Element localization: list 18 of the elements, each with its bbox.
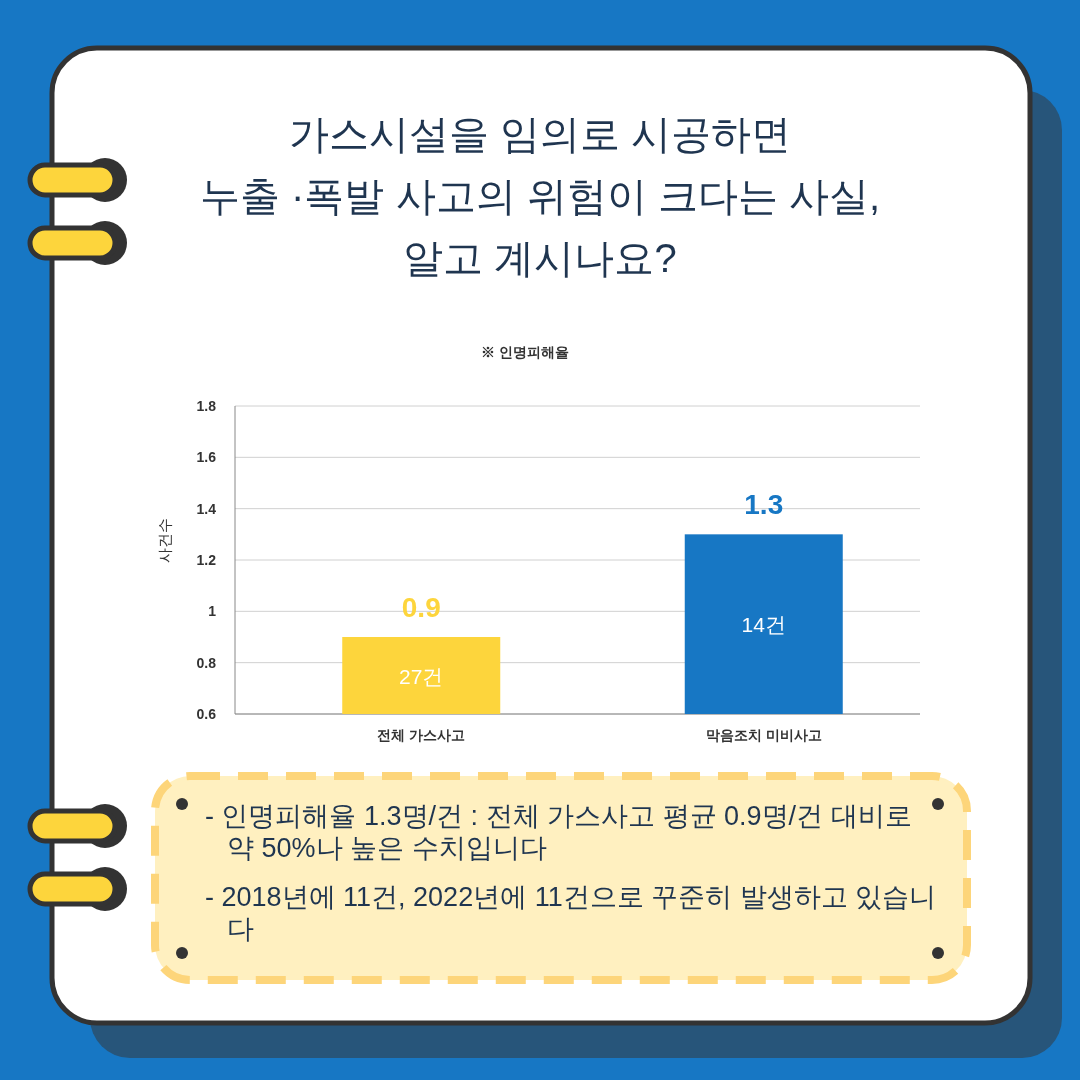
text: - 2018년에 11건, 2022년에 11건으로 꾸준히 발생하고 있습니다 [205, 880, 938, 946]
annotation: 14건 [741, 613, 786, 637]
y-tick-label: 1 [208, 603, 217, 620]
data-label: 1.3 [744, 489, 784, 521]
data-label: 0.9 [401, 592, 441, 623]
y-tick-label: 1.8 [196, 398, 217, 414]
y-tick-label: 1.6 [196, 449, 217, 466]
x-tick-label: 막음조치 미비사고 [705, 727, 822, 743]
y-tick-label: 1.4 [196, 500, 217, 517]
x-tick-label: 전체 가스사고 [377, 727, 466, 743]
y-tick-label: 0.8 [196, 654, 217, 671]
y-axis-title: 사건수 [156, 517, 173, 563]
chart-subtitle: ※ 인명피해율 [481, 344, 569, 360]
text: - 인명피해율 1.3명/건 : 전체 가스사고 평균 0.9명/건 대비로 약 50%나 높은 수치입니다 [205, 800, 913, 865]
annotation: 27건 [399, 664, 444, 688]
chart-title: 가스시설을 임의로 시공하면 누출 ·폭발 사고의 위험이 크다는 사실, 알고 계시나요? [200, 112, 880, 280]
y-tick-label: 1.2 [196, 552, 217, 568]
y-tick-label: 0.6 [196, 706, 217, 722]
